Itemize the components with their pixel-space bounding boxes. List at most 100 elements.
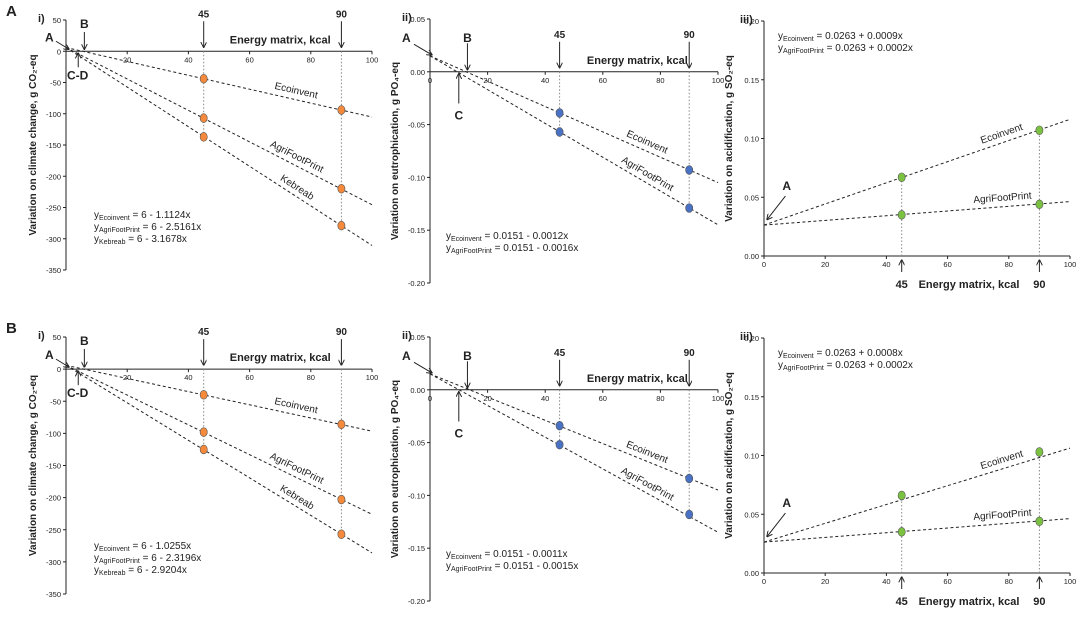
fit-line-AgriFootPrint [763, 518, 1071, 543]
y-tick-label: -0.15 [408, 544, 425, 553]
equation: yKebreab = 6 - 3.1678x [94, 234, 187, 246]
y-tick-label: -50 [50, 397, 61, 406]
equation: yAgriFootPrint = 0.0263 + 0.0002x [778, 360, 913, 372]
data-point-AgriFootPrint [337, 184, 346, 194]
point-label-CD: C-D [67, 386, 89, 400]
equation: yEcoinvent = 0.0151 - 0.0011x [446, 549, 567, 561]
chart-panel-A-iii: iii)0.20 0.15 0.10 0.05 0.000 20 40 60 80 100 Vari… [724, 14, 1076, 291]
arrow-label-90: 90 [684, 348, 696, 359]
fit-line-Ecoinvent [65, 364, 373, 432]
x-tick-label: 60 [245, 373, 253, 382]
y-tick-label: 0.10 [744, 452, 759, 461]
equation-text: = 6 - 2.5161x [140, 222, 201, 233]
arrow-label-45: 45 [198, 9, 210, 20]
x-tick-label: 40 [882, 260, 890, 269]
point-label-A: A [402, 349, 411, 363]
fit-line-AgriFootPrint [65, 47, 373, 206]
panel-label: ii) [402, 330, 412, 342]
arrow-label-90: 90 [336, 9, 348, 20]
panel-label: i) [38, 13, 45, 25]
y-tick-label: 50 [53, 333, 61, 342]
panel-label: ii) [402, 12, 412, 24]
equation-text: = 0.0263 + 0.0008x [814, 348, 903, 359]
data-point-Ecoinvent [199, 390, 208, 400]
y-tick-label: -0.05 [408, 121, 425, 130]
fit-line-AgriFootPrint [429, 55, 719, 226]
series-label: AgriFootPrint [619, 466, 676, 504]
series-label: AgriFootPrint [619, 155, 675, 194]
arrow-A [55, 358, 69, 367]
equation: yEcoinvent = 6 - 1.0255x [94, 541, 191, 553]
y-tick-label: -200 [46, 494, 61, 503]
x-tick-label: 100 [712, 76, 725, 85]
equation-text: = 0.0263 + 0.0002x [824, 360, 913, 371]
x-tick-label: 60 [943, 577, 951, 586]
equation: yAgriFootPrint = 0.0263 + 0.0002x [778, 43, 913, 55]
x-tick-label: 80 [307, 55, 315, 64]
y-tick-label: -0.20 [408, 279, 425, 288]
x-tick-label: 40 [184, 55, 192, 64]
data-point-AgriFootPrint [897, 210, 906, 220]
data-point-Kebreab [337, 529, 346, 539]
data-point-AgriFootPrint [1035, 199, 1044, 210]
x-tick-label: 0 [428, 394, 432, 403]
y-tick-label: 0.00 [744, 252, 759, 261]
data-point-Ecoinvent [1035, 125, 1044, 135]
arrow-label-90: 90 [1033, 279, 1045, 291]
arrow-label-90: 90 [684, 30, 696, 41]
fit-line-Ecoinvent [429, 373, 719, 491]
equation-subscript: Ecoinvent [783, 36, 814, 43]
x-tick-label: 100 [366, 373, 379, 382]
equation-text: = 0.0263 + 0.0009x [814, 31, 903, 42]
equation: yEcoinvent = 6 - 1.1124x [94, 210, 190, 222]
equation-subscript: Ecoinvent [99, 546, 130, 553]
y-tick-label: 0.00 [410, 386, 425, 395]
y-tick-label: 50 [53, 16, 61, 25]
x-axis-label: Energy matrix, kcal [587, 55, 688, 67]
equation-subscript: AgriFootPrint [783, 365, 824, 372]
point-label-A: A [45, 30, 54, 44]
panel-label: iii) [740, 331, 753, 343]
x-tick-label: 20 [483, 394, 491, 403]
x-tick-label: 60 [599, 76, 607, 85]
fit-line-Kebreab [65, 47, 373, 246]
arrow-label-45: 45 [554, 30, 566, 41]
point-label-B: B [463, 31, 472, 45]
y-tick-label: 0.05 [410, 15, 425, 24]
data-point-AgriFootPrint [555, 127, 564, 137]
x-tick-label: 60 [599, 394, 607, 403]
fit-line-AgriFootPrint [429, 373, 719, 533]
y-tick-label: -250 [46, 204, 61, 213]
x-tick-label: 20 [483, 76, 491, 85]
x-tick-label: 40 [541, 76, 549, 85]
x-tick-label: 100 [712, 394, 725, 403]
fit-line-AgriFootPrint [65, 364, 373, 515]
y-axis-label: Variation on climate change, g CO₂-eq [28, 54, 39, 235]
arrow-label-45: 45 [896, 596, 908, 608]
data-point-AgriFootPrint [199, 427, 208, 437]
arrow-A [55, 40, 69, 49]
equation-text: = 6 - 1.0255x [130, 541, 191, 552]
series-label: AgriFootPrint [973, 191, 1032, 206]
y-axis-label: Variation on climate change, g CO₂-eq [28, 375, 39, 556]
series-label: Ecoinvent [625, 439, 670, 466]
series-label: AgriFootPrint [973, 508, 1032, 523]
x-tick-label: 100 [366, 55, 379, 64]
data-point-Ecoinvent [199, 74, 208, 84]
equation-text: = 0.0151 - 0.0011x [482, 549, 568, 560]
equation-text: = 0.0151 - 0.0015x [492, 561, 578, 572]
y-tick-label: 0 [57, 47, 61, 56]
x-tick-label: 40 [184, 373, 192, 382]
data-point-AgriFootPrint [337, 494, 346, 505]
equation-text: = 0.0263 + 0.0002x [824, 43, 913, 54]
y-tick-label: -0.05 [408, 439, 425, 448]
point-label-B: B [80, 334, 89, 348]
point-label-A: A [782, 179, 791, 193]
chart-panel-B-ii: ii)0.05 0.00 -0.05 -0.10 -0.15 -0.20 0 20 40 60 80… [390, 330, 724, 606]
equation-subscript: AgriFootPrint [451, 566, 492, 573]
equation-text: = 6 - 3.1678x [125, 234, 186, 245]
data-point-Ecoinvent [1035, 447, 1044, 457]
fit-line-Kebreab [65, 364, 373, 554]
y-axis-label: Variation on eutrophication, g PO₄-eq [390, 62, 401, 240]
x-tick-label: 80 [656, 76, 664, 85]
